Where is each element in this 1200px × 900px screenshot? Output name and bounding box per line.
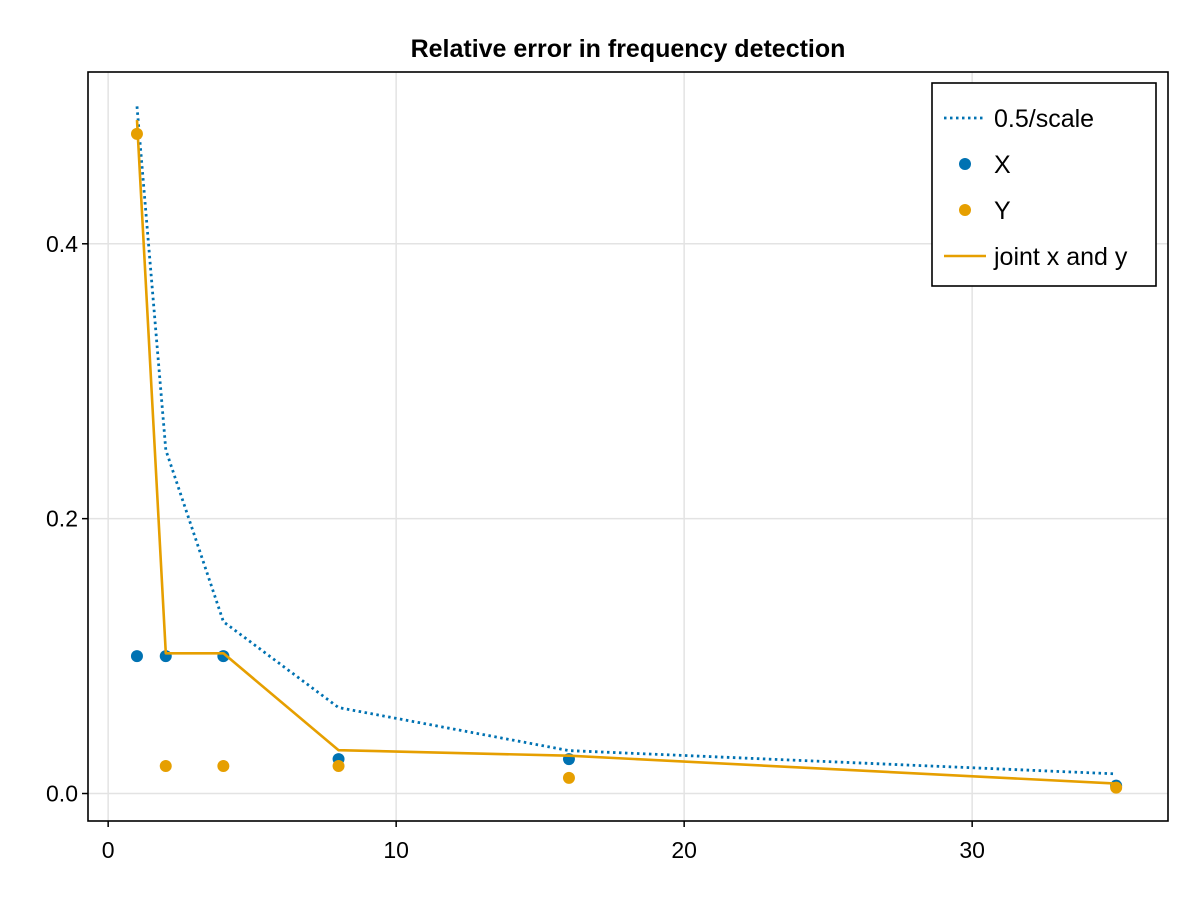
x-tick-label: 30 <box>959 837 985 863</box>
legend-label-x: X <box>994 151 1011 179</box>
chart-title: Relative error in frequency detection <box>411 35 846 63</box>
y-tick-label: 0.4 <box>46 231 78 257</box>
plot-area <box>130 106 1123 794</box>
legend-swatch-x <box>959 158 971 170</box>
series-line-joint-x-and-y <box>135 120 1117 785</box>
data-point-y <box>332 760 345 773</box>
x-tick-label: 20 <box>671 837 697 863</box>
data-point-y <box>217 760 230 773</box>
data-point-y <box>562 771 575 784</box>
x-tick-label: 0 <box>102 837 115 863</box>
data-point-y <box>159 760 172 773</box>
axes: 0 10 20 30 0.0 0.2 0.4 <box>46 231 985 863</box>
legend-label-y: Y <box>994 197 1011 225</box>
x-tick-label: 10 <box>383 837 409 863</box>
legend-label-0-5-scale: 0.5/scale <box>994 105 1094 133</box>
data-point-x <box>130 650 143 663</box>
legend-swatch-y <box>959 204 971 216</box>
plot-frame <box>87 71 1169 822</box>
legend-label-joint-x-and-y: joint x and y <box>993 243 1128 271</box>
y-tick-label: 0.2 <box>46 506 78 532</box>
y-tick-label: 0.0 <box>46 781 78 807</box>
